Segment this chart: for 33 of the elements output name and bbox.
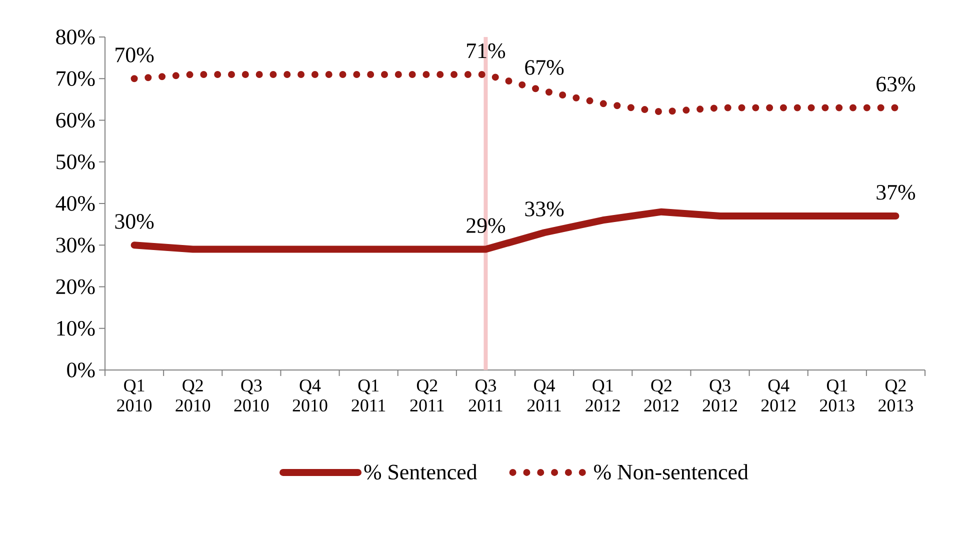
data-label: 37%: [876, 184, 916, 200]
x-tick-label: Q1 2012: [586, 380, 620, 412]
data-label: 67%: [525, 60, 564, 75]
x-tick-label: Q1 2011: [352, 380, 386, 412]
legend-label: % Non-sentenced: [594, 464, 748, 480]
data-label: 33%: [525, 202, 564, 216]
data-label: 70%: [116, 48, 154, 62]
x-tick-label: Q2 2013: [878, 380, 913, 412]
y-tick-label: 10%: [57, 320, 95, 336]
y-tick-label: 50%: [56, 154, 95, 170]
x-tick-label: Q4 2011: [527, 380, 561, 412]
data-label: 71%: [467, 43, 506, 58]
x-tick-label: Q3 2012: [702, 380, 737, 412]
x-tick-label: Q2 2012: [644, 380, 678, 412]
data-label: 30%: [115, 214, 154, 229]
x-tick-label: Q2 2010: [176, 380, 210, 412]
x-tick-label: Q4 2010: [292, 380, 328, 412]
x-tick-label: Q4 2012: [761, 380, 796, 412]
x-tick-label: Q3 2011: [468, 380, 502, 412]
data-label: 63%: [876, 76, 916, 92]
x-tick-label: Q3 2010: [234, 380, 269, 412]
x-tick-label: Q1 2010: [117, 380, 152, 412]
y-tick-label: 0%: [67, 362, 95, 378]
legend-label: % Sentenced: [364, 464, 478, 480]
y-tick-label: 60%: [56, 112, 95, 128]
x-tick-label: Q1 2013: [820, 380, 854, 412]
x-tick-label: Q2 2011: [410, 380, 444, 412]
y-tick-label: 70%: [56, 71, 95, 86]
y-tick-label: 20%: [56, 279, 95, 294]
y-tick-label: 30%: [56, 238, 95, 253]
y-tick-label: 80%: [56, 30, 95, 44]
y-tick-label: 40%: [56, 196, 95, 211]
data-label: 29%: [466, 218, 506, 234]
